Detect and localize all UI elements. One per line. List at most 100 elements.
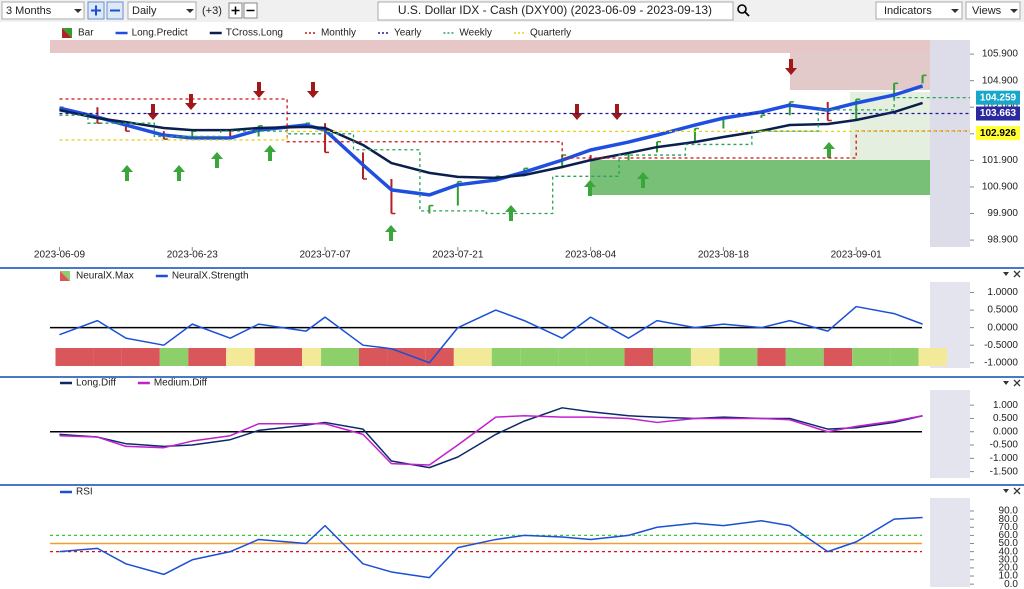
- series-line: [59, 407, 923, 469]
- legend-label: Monthly: [321, 28, 356, 39]
- state-cell: [757, 348, 786, 366]
- state-cell: [159, 348, 189, 366]
- legend-label: Yearly: [394, 28, 421, 39]
- legend-icon: [62, 28, 72, 38]
- state-cell: [653, 348, 691, 366]
- sell-arrow: [611, 104, 623, 120]
- buy-arrow: [385, 225, 397, 241]
- y-tick-label: 90.0: [999, 506, 1019, 517]
- legend-label: NeuralX.Strength: [172, 271, 249, 282]
- state-cell: [852, 348, 891, 366]
- range-select[interactable]: [1, 1, 85, 20]
- panel-menu[interactable]: [1003, 381, 1009, 385]
- y-tick-label: 60.0: [999, 530, 1019, 541]
- x-tick-label: 2023-06-23: [167, 250, 219, 261]
- plus-icon: [91, 5, 101, 16]
- panel-close[interactable]: [1013, 270, 1021, 278]
- buy-arrow: [211, 152, 223, 168]
- buy-arrow: [264, 145, 276, 161]
- state-cell: [254, 348, 303, 366]
- symbol-text: U.S. Dollar IDX - Cash (DXY00) (2023-06-…: [398, 3, 712, 17]
- sell-arrow: [785, 59, 797, 75]
- legend-label: Long.Diff: [76, 378, 116, 389]
- legend-label: Medium.Diff: [154, 378, 207, 389]
- search-icon[interactable]: [737, 4, 747, 14]
- current-value-label: 102.926: [980, 128, 1017, 139]
- state-cell: [719, 348, 758, 366]
- current-value-label: 103.663: [980, 108, 1017, 119]
- panel-menu[interactable]: [1003, 272, 1009, 276]
- views-select[interactable]: [965, 1, 1021, 20]
- legend-label: RSI: [76, 487, 93, 498]
- interval-text: Daily: [132, 5, 157, 17]
- y-tick-label: 99.900: [987, 208, 1018, 219]
- y-tick-label: 70.0: [999, 522, 1019, 533]
- state-cell: [586, 348, 625, 366]
- buy-arrow: [823, 142, 835, 158]
- state-cell: [55, 348, 94, 366]
- buy-arrow: [637, 172, 649, 188]
- dropdown-arrow: [1010, 9, 1018, 13]
- y-tick-label: 1.0000: [987, 287, 1018, 298]
- buy-arrow: [584, 180, 596, 196]
- interval-select[interactable]: [127, 1, 197, 20]
- state-cell: [188, 348, 227, 366]
- state-cell: [690, 348, 720, 366]
- y-tick-label: 40.0: [999, 546, 1019, 557]
- y-tick-label: 10.0: [999, 571, 1019, 582]
- panel-controls: [1003, 270, 1021, 495]
- legend-label: Long.Predict: [132, 28, 188, 39]
- y-tick-label: -0.500: [990, 440, 1019, 451]
- current-value-box: [976, 106, 1020, 121]
- x-tick-label: 2023-07-21: [432, 250, 484, 261]
- y-tick-label: 80.0: [999, 514, 1019, 525]
- dropdown-arrow: [951, 9, 959, 13]
- current-value-label: 104.259: [980, 92, 1017, 103]
- y-tick-label: 20.0: [999, 563, 1019, 574]
- zone-red: [790, 53, 930, 90]
- panel-menu[interactable]: [1003, 489, 1009, 493]
- zone-top: [50, 40, 930, 53]
- buy-arrow: [121, 165, 133, 181]
- indicators-text: Indicators: [884, 5, 932, 17]
- level-step: [59, 97, 970, 215]
- series-line: [59, 516, 923, 579]
- search-handle: [744, 11, 750, 17]
- series-line: [59, 415, 923, 466]
- legend-label: TCross.Long: [226, 28, 283, 39]
- sell-arrow: [147, 104, 159, 120]
- legend-label: Weekly: [459, 28, 492, 39]
- state-cell: [558, 348, 587, 366]
- y-tick-label: -1.500: [990, 466, 1019, 477]
- y-tick-label: 30.0: [999, 554, 1019, 565]
- state-cell: [491, 348, 521, 366]
- panel-close[interactable]: [1013, 379, 1021, 387]
- dropdown-arrow: [74, 9, 82, 13]
- buy-arrow: [173, 165, 185, 181]
- state-cell: [520, 348, 559, 366]
- extra-text: (+3): [202, 5, 222, 17]
- y-tick-label: 0.500: [993, 413, 1018, 424]
- panel-close[interactable]: [1013, 487, 1021, 495]
- series-line: [59, 101, 923, 180]
- current-value-box: [976, 126, 1020, 141]
- state-cell: [121, 348, 160, 366]
- y-tick-label: -1.0000: [984, 357, 1018, 368]
- sell-arrow: [185, 94, 197, 110]
- symbol-box[interactable]: [377, 1, 734, 21]
- indicators-select[interactable]: [875, 1, 963, 20]
- legend-label: Bar: [78, 28, 94, 39]
- legend-label: Quarterly: [530, 28, 571, 39]
- plus-icon: [231, 6, 240, 15]
- series-line: [59, 84, 924, 197]
- zone-lightgreen: [850, 92, 930, 160]
- sell-arrow: [571, 104, 583, 120]
- state-cell: [823, 348, 853, 366]
- y-tick-label: 1.000: [993, 400, 1018, 411]
- state-cell: [453, 348, 492, 366]
- x-tick-label: 2023-07-07: [299, 250, 351, 261]
- y-tick-label: 0.000: [993, 426, 1018, 437]
- y-tick-label: 105.900: [982, 49, 1019, 60]
- current-value-box: [976, 90, 1020, 105]
